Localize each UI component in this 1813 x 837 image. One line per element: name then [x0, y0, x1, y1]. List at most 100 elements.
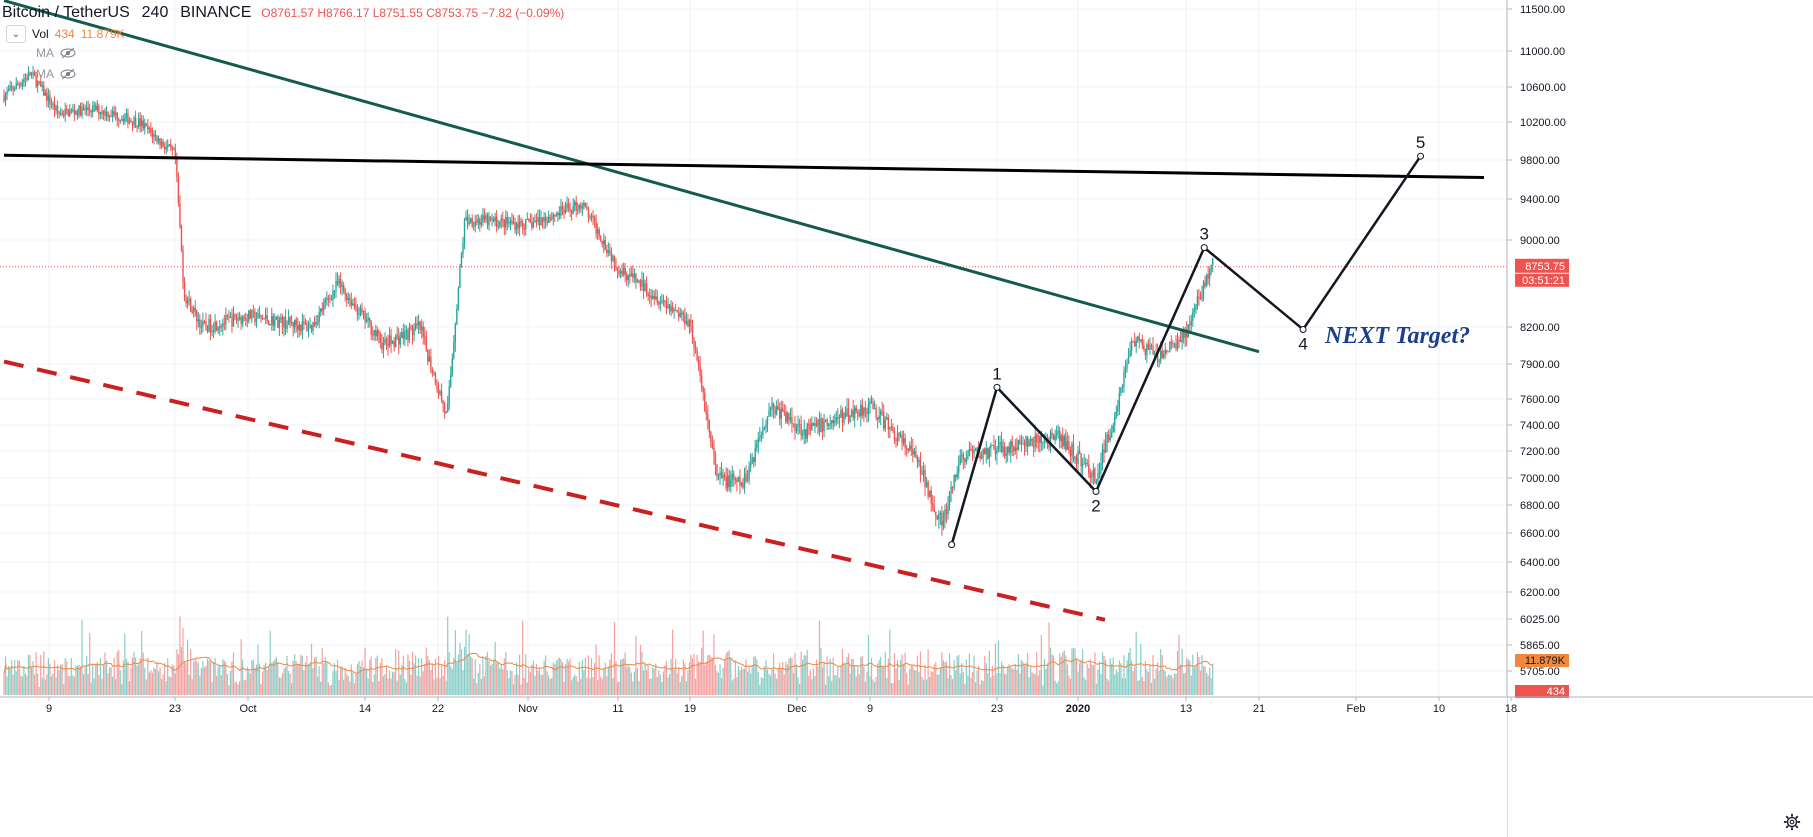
volume-bar: [424, 663, 426, 695]
candle-body: [43, 85, 45, 96]
volume-bar: [170, 677, 172, 695]
price-axis[interactable]: 11500.0011000.0010600.0010200.009800.009…: [1506, 0, 1813, 837]
volume-bar: [907, 684, 909, 695]
volume-bar: [719, 664, 721, 695]
current-price-badge: 8753.75: [1525, 261, 1565, 273]
price-tick-label: 8200.00: [1520, 322, 1560, 334]
resistance-line[interactable]: [3, 153, 1485, 180]
support-trendline[interactable]: [3, 359, 1106, 622]
candle-body: [55, 105, 57, 111]
candle-body: [399, 337, 401, 345]
volume-bar: [1157, 662, 1159, 695]
volume-bar: [87, 673, 89, 695]
volume-bar: [1008, 663, 1010, 695]
volume-bar: [312, 667, 314, 695]
volume-bar: [519, 654, 521, 695]
volume-bar: [323, 663, 325, 695]
chevron-down-icon[interactable]: ⌄: [6, 25, 26, 43]
wave-point[interactable]: [948, 541, 956, 549]
vol-ma-badge: 11.879K: [1525, 655, 1566, 667]
candle-body: [566, 203, 568, 209]
volume-bar: [950, 675, 952, 695]
volume-bar: [1196, 651, 1198, 695]
time-tick-label: 10: [1433, 703, 1445, 715]
candle-body: [506, 217, 509, 224]
volume-bar: [1132, 671, 1134, 695]
gear-icon[interactable]: [1783, 813, 1801, 831]
candle-body: [587, 209, 590, 218]
wave-point[interactable]: [993, 383, 1001, 391]
volume-bar: [740, 666, 743, 695]
volume-bar: [777, 667, 779, 695]
volume-bar: [223, 660, 225, 695]
candle-body: [673, 310, 675, 312]
volume-bar: [1183, 673, 1185, 695]
candle-body: [935, 511, 937, 516]
volume-bar: [746, 671, 749, 695]
volume-bar: [792, 672, 795, 695]
candle-body: [280, 316, 282, 321]
volume-bar: [1036, 651, 1038, 695]
volume-bar: [584, 657, 586, 695]
candle-body: [471, 218, 473, 227]
candle-body: [1127, 356, 1130, 364]
eye-off-icon[interactable]: [60, 68, 76, 80]
volume-bar: [849, 673, 851, 695]
candle-body: [1111, 431, 1113, 438]
candle-body: [1085, 463, 1087, 465]
candle-body: [335, 280, 337, 291]
volume-bar: [942, 660, 945, 695]
ma1-study-legend[interactable]: MA: [6, 46, 76, 60]
volume-bar: [1049, 647, 1052, 695]
volume-bar: [107, 673, 109, 695]
volume-bar: [214, 658, 216, 695]
volume-bar: [586, 677, 588, 695]
eye-off-icon[interactable]: [60, 47, 76, 59]
candle-body: [407, 330, 409, 341]
vol-badge-bg: [1515, 685, 1569, 698]
candle-body: [707, 414, 709, 420]
volume-bar: [788, 658, 790, 695]
volume-bar: [873, 682, 876, 695]
volume-bar: [268, 666, 270, 695]
volume-bar: [459, 643, 461, 695]
volume-bar: [549, 678, 551, 695]
volume-bar: [578, 661, 580, 695]
candle-body: [108, 116, 111, 118]
wave-point[interactable]: [1200, 244, 1208, 252]
wave-point[interactable]: [1417, 152, 1425, 160]
candle-body: [540, 217, 542, 226]
volume-bar: [682, 659, 684, 695]
next-target-label[interactable]: NEXT Target?: [1324, 323, 1470, 349]
price-tick-label: 10200.00: [1520, 117, 1566, 129]
candle-body: [1208, 270, 1211, 279]
volume-bar: [610, 653, 613, 695]
wave-point[interactable]: [1092, 488, 1100, 495]
volume-bar: [128, 681, 131, 695]
volume-bar: [98, 675, 100, 695]
volume-bar: [431, 663, 433, 695]
symbol-name[interactable]: Bitcoin / TetherUS: [2, 4, 130, 21]
wave-path[interactable]: [950, 155, 1422, 545]
candle-body: [488, 217, 490, 226]
candle-body: [272, 316, 274, 327]
volume-bar: [366, 668, 368, 695]
time-axis[interactable]: 9 23 Oct 14 22 Nov 11 19 Dec 9 23 2020 13 21 Feb 10 18: [0, 696, 1813, 837]
candle-body: [860, 404, 862, 417]
candle-body: [954, 474, 957, 478]
symbol-interval[interactable]: 240: [141, 4, 169, 21]
candle-body: [257, 313, 259, 319]
trend-drawings[interactable]: [3, 0, 1485, 622]
wave-point[interactable]: [1299, 325, 1307, 333]
candle-body: [1120, 387, 1122, 394]
candle-body: [609, 250, 611, 253]
vol-study-legend[interactable]: ⌄ Vol 434 11.879K: [6, 25, 125, 43]
candle-body: [275, 316, 278, 320]
downtrend-line[interactable]: [3, 0, 1260, 354]
candle-body: [795, 425, 798, 432]
candle-body: [1163, 353, 1165, 358]
volume-bar: [327, 682, 329, 695]
ma2-study-legend[interactable]: MA: [6, 67, 76, 81]
